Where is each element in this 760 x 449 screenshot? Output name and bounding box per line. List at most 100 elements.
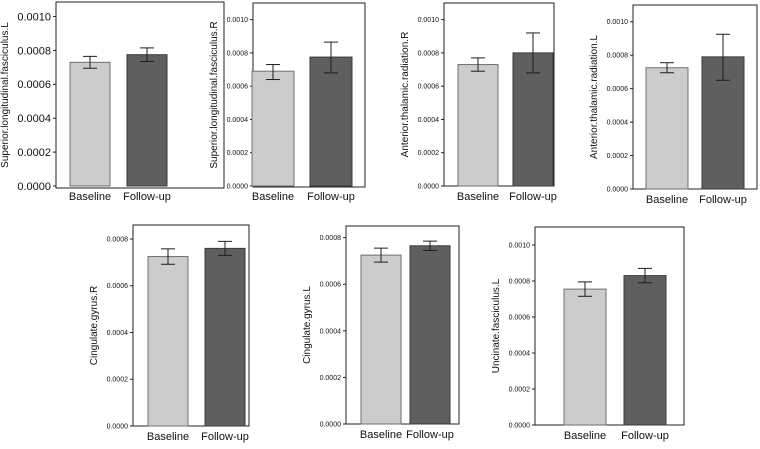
bar-follow-up [409,245,451,425]
bar-follow-up [204,247,246,427]
y-tick-label: 0.0006 [607,86,629,93]
y-tick-label: 0.0000 [607,186,629,193]
y-tick-label: 0.0002 [607,153,629,160]
plot-frame [132,224,250,427]
bar-baseline [147,256,189,427]
y-tick-label: 0.0004 [418,117,440,124]
y-axis-label: Cingulate.gyrus.L [302,286,313,364]
x-tick-label: Follow-up [406,429,454,441]
y-tick-label: 0.0000 [320,421,342,428]
bar-follow-up [309,56,353,187]
bar-follow-up [623,275,667,426]
x-tick-label: Follow-up [509,191,557,203]
chart-panel-4: 0.0000 0.0002 0.0004 0.0006 0.0008 0.0010 Ante… [589,4,758,206]
y-tick-label: 0.0006 [227,84,249,91]
y-tick-label: 0.0008 [107,236,129,243]
bar-baseline [563,288,607,426]
y-tick-label: 0.0010 [227,17,249,24]
error-bar [578,281,592,297]
y-tick-label: 0.0000 [107,423,129,430]
error-bar [218,240,232,256]
y-tick-label: 0.0002 [227,150,249,157]
y-tick-label: 0.0000 [418,183,440,190]
error-bar [471,57,485,72]
y-tick-label: 0.0010 [509,242,531,249]
plot-frame [534,226,685,426]
y-tick-label: 0.0008 [509,278,531,285]
x-tick-label: Baseline [564,430,606,442]
plot-frame [443,2,555,187]
y-axis-label: Superior.longitudinal.fasciculus.L [0,22,11,168]
y-axis-label: Cingulate.gyrus.R [89,286,100,365]
y-tick-label: 0.0010 [17,11,51,23]
error-bar [716,33,730,81]
x-tick-label: Baseline [147,431,189,443]
y-tick-label: 0.0004 [509,350,531,357]
error-bar [423,240,437,251]
y-tick-label: 0.0010 [418,17,440,24]
y-tick-label: 0.0000 [227,183,249,190]
y-tick-label: 0.0002 [418,150,440,157]
y-tick-label: 0.0004 [227,117,249,124]
plot-frame [345,225,460,425]
error-bar [161,248,175,265]
y-axis-label: Anterior.thalamic.radiation.L [589,35,600,159]
chart-panel-7: 0.0000 0.0002 0.0004 0.0006 0.0008 0.0010 Unci… [491,226,685,442]
error-bar [266,64,280,81]
y-tick-label: 0.0008 [320,235,342,242]
y-tick-label: 0.0006 [17,79,51,91]
y-tick-label: 0.0002 [17,147,51,159]
x-tick-label: Baseline [646,194,688,206]
y-tick-label: 0.0010 [607,19,629,26]
x-tick-label: Baseline [457,191,499,203]
y-tick-label: 0.0006 [418,84,440,91]
error-bar [526,32,540,74]
y-tick-label: 0.0008 [227,50,249,57]
y-tick-label: 0.0008 [607,53,629,60]
y-axis-label: Anterior.thalamic.radiation.R [400,32,411,158]
error-bar [638,267,652,284]
x-tick-label: Baseline [69,191,111,203]
x-tick-label: Baseline [360,429,402,441]
error-bar [374,247,388,263]
bar-baseline [457,64,499,187]
x-tick-label: Follow-up [123,191,171,203]
y-tick-label: 0.0006 [509,314,531,321]
y-tick-label: 0.0008 [17,45,51,57]
y-tick-label: 0.0002 [107,377,129,384]
y-tick-label: 0.0006 [107,283,129,290]
y-tick-label: 0.0000 [17,181,51,193]
y-tick-label: 0.0004 [607,120,629,127]
x-tick-label: Follow-up [621,430,669,442]
y-tick-label: 0.0002 [509,386,531,393]
y-tick-label: 0.0006 [320,282,342,289]
y-axis-label: Superior.longitudinal.fasciculus.R [209,21,220,168]
y-axis-label: Uncinate.fasciculus.L [491,278,502,373]
chart-panel-2: 0.0000 0.0002 0.0004 0.0006 0.0008 0.0010 Supe… [209,2,366,203]
y-tick-label: 0.0004 [320,328,342,335]
chart-panel-5: 0.0000 0.0002 0.0004 0.0006 0.0008 Cingulate.… [89,224,250,443]
y-tick-label: 0.0002 [320,375,342,382]
bar-baseline [360,254,402,425]
chart-panel-1: 0.0000 0.0002 0.0004 0.0006 0.0008 0.0010 Supe… [0,1,225,203]
error-bar [83,55,97,69]
error-bar [324,41,338,74]
y-tick-label: 0.0004 [17,113,51,125]
bar-follow-up [126,54,168,187]
x-tick-label: Follow-up [307,191,355,203]
plot-frame [632,4,758,190]
plot-frame [55,1,225,189]
y-tick-label: 0.0004 [107,330,129,337]
bar-baseline [69,61,111,187]
chart-panel-3: 0.0000 0.0002 0.0004 0.0006 0.0008 0.0010 Ante… [400,2,557,203]
x-tick-label: Follow-up [201,431,249,443]
x-tick-label: Follow-up [699,194,747,206]
bar-baseline [645,67,689,190]
bar-baseline [251,70,295,187]
error-bar [660,62,674,74]
y-tick-label: 0.0008 [418,50,440,57]
y-tick-label: 0.0000 [509,422,531,429]
error-bar [140,47,154,62]
chart-panel-6: 0.0000 0.0002 0.0004 0.0006 0.0008 Cingulate.… [302,225,460,441]
